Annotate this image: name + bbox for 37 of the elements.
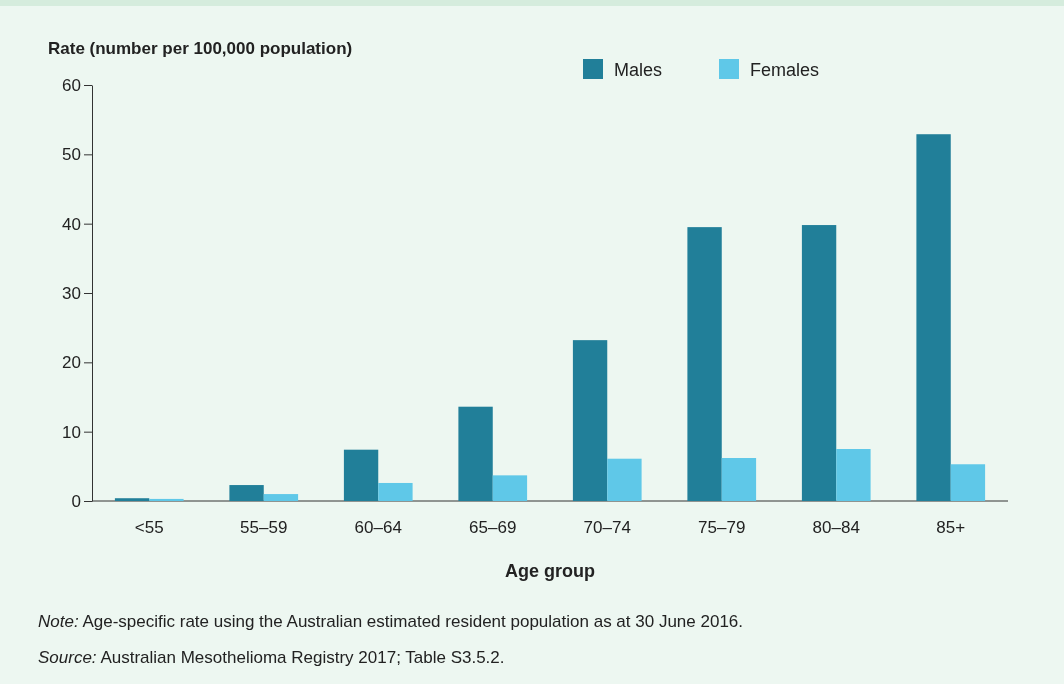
x-axis-title: Age group [505,561,595,581]
y-tick-label: 30 [62,283,81,303]
x-tick-label: <55 [134,518,164,538]
bar [572,340,608,501]
x-tick-label: 85+ [936,518,966,538]
x-tick-label: 65–69 [469,518,517,538]
bar [687,227,722,501]
x-tick-label: 60–64 [354,518,402,538]
y-tick-label: 10 [62,422,81,442]
bar [114,498,150,501]
x-tick-label: 70–74 [583,518,631,538]
bar [458,406,493,501]
bar [378,482,413,501]
y-axis-title: Rate (number per 100,000 population) [48,39,353,58]
y-tick-label: 40 [62,214,81,234]
legend-label: Males [614,60,663,80]
y-tick-label: 60 [62,75,81,95]
x-tick-label: 55–59 [240,518,288,538]
bar [343,449,379,501]
bar [721,458,757,501]
text: Note: Age-specific rate using the Australian estimated resident population as at 30 June 2016. [38,612,744,631]
x-tick-label: 80–84 [812,518,860,538]
bar [801,225,837,501]
y-tick-label: 50 [62,145,81,165]
bar [492,475,528,501]
y-tick-label: 0 [71,491,81,511]
bar [149,498,184,501]
y-tick-label: 20 [62,353,81,373]
bar [836,449,871,501]
x-tick-label: 75–79 [698,518,746,538]
bar [950,464,986,501]
bar [229,485,264,501]
legend-label: Females [750,60,820,80]
bar [916,134,951,501]
bar [263,494,299,501]
source-note: Source: Australian Mesothelioma Registry 2017; Table S3.5.2. [38,648,505,667]
bar [607,458,642,501]
